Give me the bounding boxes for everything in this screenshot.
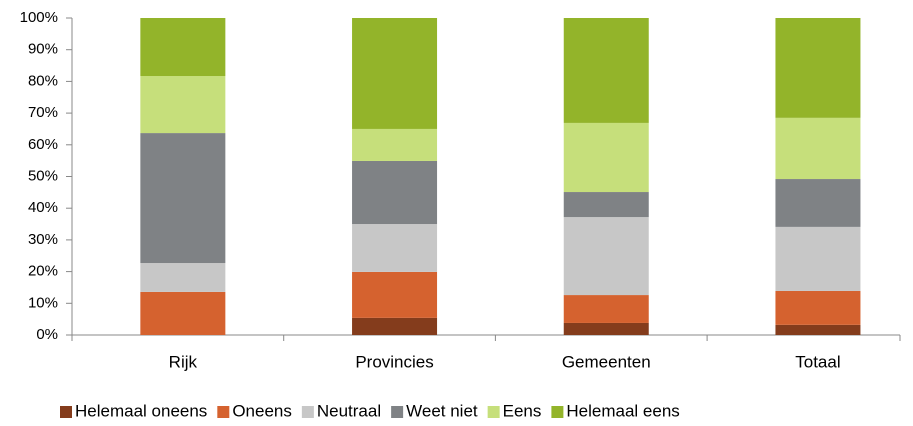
y-tick-label: 10% <box>28 294 58 311</box>
bar-segment <box>775 324 861 335</box>
bar-segment <box>140 76 226 134</box>
y-tick-label: 80% <box>28 72 58 89</box>
bar-segment <box>140 291 226 335</box>
bar-segment <box>352 160 438 225</box>
bar-segment <box>352 128 438 161</box>
x-tick-label: Rijk <box>169 352 198 371</box>
bar-segment <box>775 18 861 118</box>
legend-label: Weet niet <box>406 401 478 420</box>
y-tick-label: 40% <box>28 199 58 216</box>
legend-swatch <box>217 406 230 418</box>
bar-segment <box>563 18 649 123</box>
legend-label: Eens <box>503 401 542 420</box>
y-tick-label: 70% <box>28 104 58 121</box>
bar-segment <box>563 122 649 193</box>
legend-label: Oneens <box>232 401 292 420</box>
bar-segment <box>140 133 226 264</box>
x-tick-label: Totaal <box>795 352 840 371</box>
y-tick-label: 30% <box>28 231 58 248</box>
legend-swatch <box>301 406 314 418</box>
bar-segment <box>563 192 649 218</box>
y-tick-label: 100% <box>20 9 58 26</box>
bar-segment <box>352 18 438 129</box>
bar-segment <box>352 224 438 272</box>
bar-segment <box>775 179 861 227</box>
bar-segment <box>563 217 649 296</box>
bar-segment <box>140 18 226 77</box>
y-tick-label: 20% <box>28 263 58 280</box>
bar-segment <box>775 290 861 325</box>
bar-segment <box>140 263 226 292</box>
bar-segment <box>352 317 438 335</box>
bar-segment <box>563 322 649 335</box>
bar-segment <box>563 295 649 323</box>
legend-label: Neutraal <box>317 401 381 420</box>
legend-label: Helemaal eens <box>566 401 679 420</box>
x-tick-label: Provincies <box>355 352 433 371</box>
bar-segment <box>775 226 861 291</box>
y-tick-label: 50% <box>28 167 58 184</box>
bar-segment <box>352 271 438 318</box>
bar-segment <box>775 117 861 180</box>
legend-swatch <box>391 406 404 418</box>
x-tick-label: Gemeenten <box>562 352 651 371</box>
legend-swatch <box>60 406 72 418</box>
y-tick-label: 90% <box>28 41 58 58</box>
y-tick-label: 0% <box>36 326 58 343</box>
legend-swatch <box>487 406 500 418</box>
legend-swatch <box>551 406 564 418</box>
y-tick-label: 60% <box>28 136 58 153</box>
legend-label: Helemaal oneens <box>75 401 207 420</box>
